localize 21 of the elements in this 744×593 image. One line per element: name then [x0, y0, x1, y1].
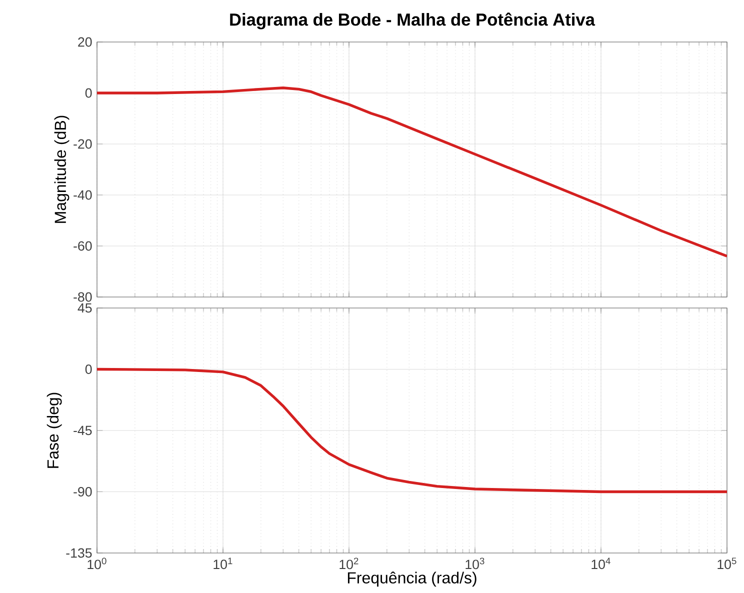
x-tick-label: 10$^{2}$ [340, 558, 358, 570]
y-tick-label: -80 [74, 292, 92, 302]
y-tick-label: -90 [74, 487, 92, 496]
y-tick-label: 45 [78, 303, 92, 313]
y-axis-title: Fase (deg) [46, 392, 62, 468]
x-tick-label: 10$^{5}$ [718, 558, 736, 570]
x-tick-label: 10$^{3}$ [466, 558, 484, 570]
x-axis-title: Frequência (rad/s) [348, 572, 476, 587]
x-tick-label: 10$^{1}$ [214, 558, 232, 570]
y-axis-title: Magnitude (dB) [54, 116, 70, 223]
x-tick-label: 10$^{0}$ [88, 558, 106, 570]
y-tick-label: 0 [85, 364, 92, 374]
y-tick-label: -40 [74, 190, 92, 200]
y-tick-label: -135 [66, 548, 92, 558]
y-tick-label: -45 [74, 426, 92, 436]
y-tick-label: -20 [74, 139, 92, 149]
y-tick-label: 20 [78, 37, 92, 47]
x-tick-label: 10$^{4}$ [592, 558, 610, 570]
y-tick-label: 0 [85, 88, 92, 98]
chart-title: Diagrama de Bode - Malha de Potência Ativa [230, 12, 596, 30]
y-tick-label: -60 [74, 241, 92, 251]
